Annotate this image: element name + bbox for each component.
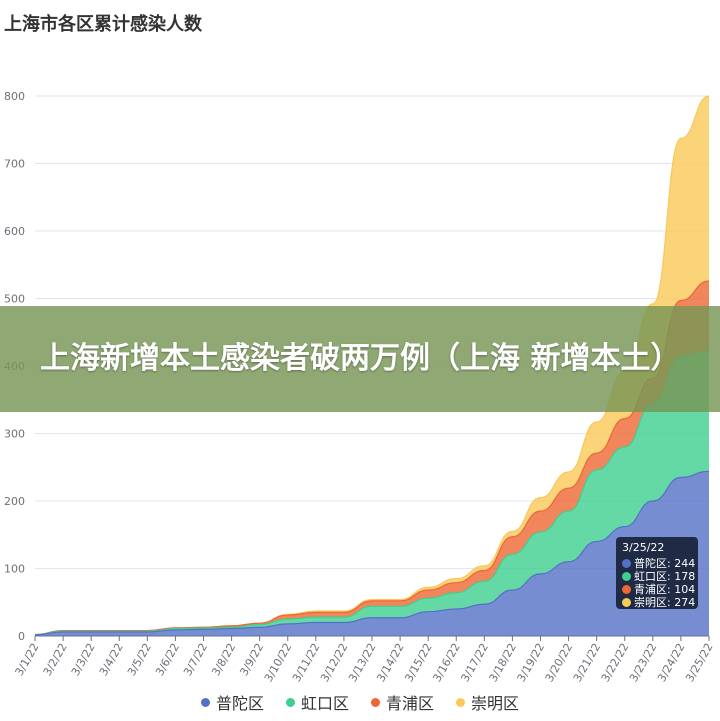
y-tick-label: 800 [4,90,25,103]
tooltip-dot [622,559,631,568]
x-tick-label: 3/1/22 [13,641,42,678]
tooltip-row-label: 虹口区: 178 [634,570,696,583]
headline-text: 上海新增本土感染者破两万例（上海 新增本土） [40,341,681,376]
tooltip-row-label: 普陀区: 244 [634,557,696,570]
legend-item-chongming[interactable]: 崇明区 [456,690,519,714]
x-tick-label: 3/25/22 [683,641,715,684]
y-tick-label: 200 [4,495,25,508]
y-tick-label: 300 [4,428,25,441]
x-tick-label: 3/7/22 [181,641,210,678]
area-series-普陀区[interactable] [35,471,709,636]
legend-marker [285,697,295,707]
tooltip-dot [622,585,631,594]
x-tick-label: 3/3/22 [69,641,98,678]
chart-title: 上海市各区累计感染人数 [4,14,202,35]
x-tick-label: 3/4/22 [97,641,126,678]
x-tick-label: 3/6/22 [153,641,182,678]
legend-label: 虹口区 [300,694,349,713]
tooltip-row: 青浦区: 104 [622,583,696,596]
tooltip-row: 虹口区: 178 [622,570,696,583]
series-line-青浦区 [34,280,710,636]
y-tick-label: 500 [4,293,25,306]
data-tooltip: 3/25/22 普陀区: 244 虹口区: 178 青浦区: 104 崇明区: … [616,537,698,609]
y-tick-label: 100 [4,563,25,576]
legend-item-hongkou[interactable]: 虹口区 [285,690,349,714]
tooltip-row-label: 崇明区: 274 [634,596,696,609]
legend-marker [456,697,466,707]
tooltip-dot [622,572,631,581]
area-series-崇明区[interactable] [35,96,709,635]
series-line-普陀区 [34,470,710,636]
legend-label: 普陀区 [215,694,264,713]
x-tick-label: 3/5/22 [125,641,154,678]
area-series-虹口区[interactable] [35,351,709,635]
y-tick-label: 600 [4,225,25,238]
x-tick-label: 3/2/22 [41,641,70,678]
legend-label: 青浦区 [386,694,435,713]
tooltip-dot [622,598,631,607]
y-tick-label: 700 [4,158,25,171]
y-tick-label: 0 [18,630,25,643]
x-tick-label: 3/9/22 [237,641,266,678]
chart-legend: 普陀区 虹口区 青浦区 崇明区 [0,690,720,714]
tooltip-row: 崇明区: 274 [622,596,696,609]
x-tick-label: 3/8/22 [209,641,238,678]
legend-item-qingpu[interactable]: 青浦区 [371,690,434,714]
headline-banner: 上海新增本土感染者破两万例（上海 新增本土） [0,306,720,412]
tooltip-row: 普陀区: 244 [622,557,696,570]
tooltip-row-label: 青浦区: 104 [634,583,696,596]
tooltip-date: 3/25/22 [622,541,665,554]
series-line-虹口区 [34,350,710,636]
legend-marker [200,697,210,707]
legend-item-putuo[interactable]: 普陀区 [200,690,264,714]
legend-marker [371,697,380,707]
legend-label: 崇明区 [471,694,520,713]
area-series [34,95,710,636]
